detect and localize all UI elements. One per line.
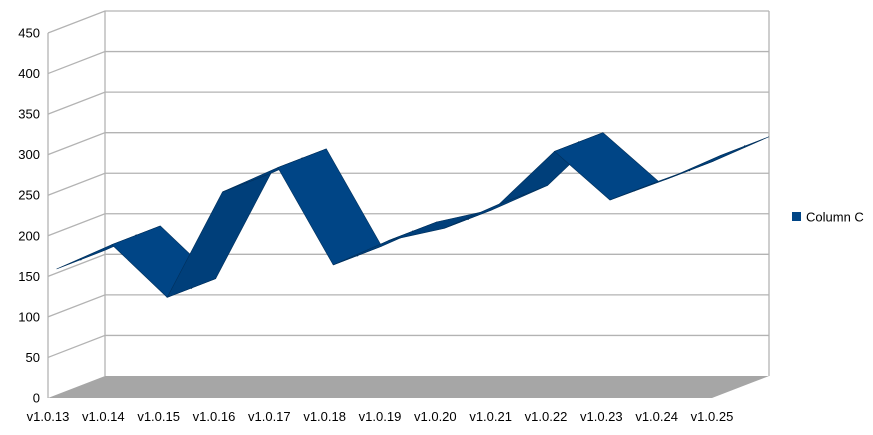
data-point bbox=[522, 193, 525, 196]
data-point bbox=[688, 169, 691, 172]
data-point bbox=[411, 230, 414, 233]
y-tick-label: 450 bbox=[18, 26, 40, 41]
x-tick-label: v1.0.21 bbox=[469, 409, 512, 424]
data-point bbox=[467, 218, 469, 220]
chart-walls bbox=[47, 10, 770, 398]
gridline bbox=[47, 334, 769, 359]
x-tick-label: v1.0.17 bbox=[248, 409, 291, 424]
y-axis-ticks: 0 50 100 150 200 250 300 350 400 450 bbox=[18, 26, 40, 406]
gridline bbox=[47, 50, 769, 75]
data-point bbox=[356, 254, 359, 257]
gridline bbox=[47, 294, 769, 318]
y-tick-label: 300 bbox=[18, 147, 40, 162]
ribbon-segment bbox=[277, 148, 383, 266]
x-tick-label: v1.0.16 bbox=[193, 409, 236, 424]
y-tick-label: 0 bbox=[33, 391, 40, 406]
y-tick-label: 200 bbox=[18, 228, 40, 243]
y-tick-label: 350 bbox=[18, 107, 40, 122]
x-tick-label: v1.0.23 bbox=[580, 409, 623, 424]
data-point bbox=[743, 145, 746, 147]
gridline bbox=[47, 91, 769, 115]
data-point bbox=[190, 287, 193, 289]
chart-floor bbox=[48, 376, 769, 398]
x-tick-label: v1.0.19 bbox=[359, 409, 402, 424]
x-tick-label: v1.0.24 bbox=[635, 409, 678, 424]
gridline bbox=[47, 172, 769, 196]
legend-swatch bbox=[792, 212, 801, 221]
data-point bbox=[577, 141, 580, 143]
ribbon-segment bbox=[443, 185, 548, 229]
gridline bbox=[47, 10, 769, 34]
ribbon-segment bbox=[553, 132, 659, 201]
ribbon-segment bbox=[166, 172, 272, 298]
legend-label: Column C bbox=[806, 210, 864, 225]
x-tick-label: v1.0.20 bbox=[414, 409, 457, 424]
series-ribbon bbox=[56, 132, 770, 298]
x-tick-label: v1.0.25 bbox=[691, 409, 734, 424]
x-tick-label: v1.0.18 bbox=[303, 409, 346, 424]
y-tick-label: 150 bbox=[18, 269, 40, 284]
x-tick-label: v1.0.14 bbox=[82, 409, 125, 424]
legend: Column C bbox=[792, 210, 864, 225]
y-tick-label: 400 bbox=[18, 66, 40, 81]
x-axis-ticks: v1.0.13 v1.0.14 v1.0.15 v1.0.16 v1.0.17 v1.0.… bbox=[27, 409, 734, 424]
data-point bbox=[135, 234, 137, 237]
ribbon-segment bbox=[665, 136, 770, 181]
data-point bbox=[79, 258, 82, 261]
x-tick-label: v1.0.13 bbox=[27, 409, 70, 424]
data-point bbox=[633, 189, 635, 192]
y-tick-label: 250 bbox=[18, 188, 40, 203]
y-tick-label: 100 bbox=[18, 309, 40, 324]
floor-plane bbox=[48, 376, 769, 398]
y-tick-label: 50 bbox=[26, 350, 40, 365]
x-tick-label: v1.0.22 bbox=[525, 409, 568, 424]
gridline bbox=[47, 132, 769, 156]
data-point bbox=[301, 157, 303, 160]
data-point bbox=[245, 181, 248, 184]
x-tick-label: v1.0.15 bbox=[137, 409, 180, 424]
